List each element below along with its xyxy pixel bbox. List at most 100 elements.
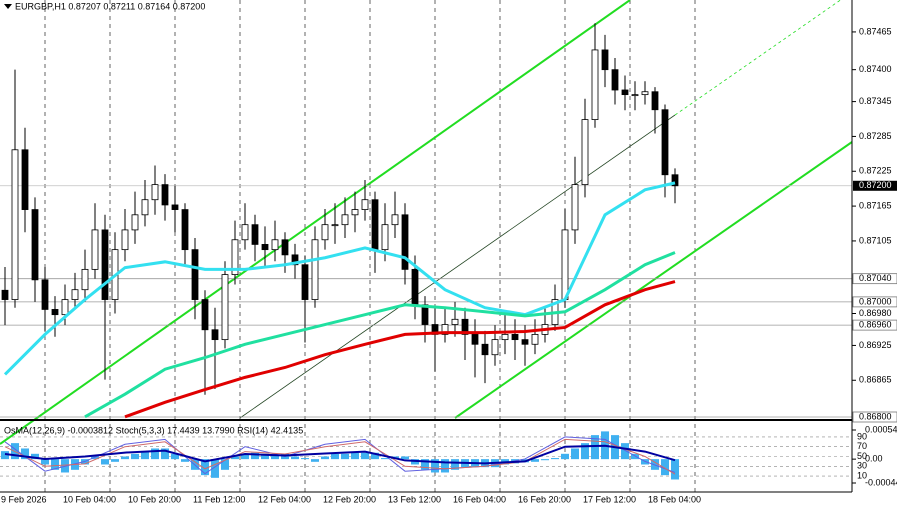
candle-body xyxy=(231,239,239,276)
time-label: 16 Feb 20:00 xyxy=(518,494,571,504)
osma-bar xyxy=(51,459,59,470)
osma-bar xyxy=(131,453,139,460)
osma-bar xyxy=(541,459,549,461)
osma-bar xyxy=(201,459,209,476)
oscillator-line xyxy=(4,438,676,475)
osma-bar xyxy=(141,451,149,460)
osc-tick-label: 0.00 xyxy=(865,454,883,464)
y-tick-label: 0.86865 xyxy=(859,375,892,385)
osma-bar xyxy=(101,459,109,465)
level-label: 0.86960 xyxy=(859,319,892,329)
channel-line xyxy=(454,141,853,419)
osma-bar xyxy=(311,459,319,462)
candle-body xyxy=(521,339,529,345)
oscillator-header: OsMA(12,26,9) -0.0003812 Stoch(5,3,3) 17… xyxy=(4,425,303,435)
candle-body xyxy=(411,268,419,306)
time-label: 13 Feb 12:00 xyxy=(388,494,441,504)
osma-bar xyxy=(181,459,189,462)
symbol-header: EURGBP,H1 0.87207 0.87211 0.87164 0.8720… xyxy=(15,1,205,11)
candle-body xyxy=(391,214,399,226)
osc-tick-label: 0.000546 xyxy=(865,424,897,434)
osma-bar xyxy=(241,453,249,460)
candle-body xyxy=(571,184,579,231)
candle-body xyxy=(441,324,449,335)
candle-body xyxy=(41,279,49,310)
candle-body xyxy=(361,199,369,210)
osma-bar xyxy=(31,453,39,460)
trend-line xyxy=(239,114,676,419)
candle-body xyxy=(331,224,339,227)
osc-level-label: 30 xyxy=(857,461,867,471)
candle-body xyxy=(291,254,299,266)
candle-body xyxy=(121,229,129,251)
candle-body xyxy=(261,244,269,251)
moving-average xyxy=(3,181,676,376)
y-tick-label: 0.87400 xyxy=(859,64,892,74)
candle-body xyxy=(71,289,79,300)
time-label: 17 Feb 12:00 xyxy=(583,494,636,504)
candle-body xyxy=(491,339,499,356)
osma-bar xyxy=(121,456,129,460)
osma-bar xyxy=(301,458,309,460)
candle-body xyxy=(31,209,39,281)
candle-body xyxy=(221,274,229,341)
candle-body xyxy=(591,49,599,120)
y-tick-label: 0.87165 xyxy=(859,200,892,210)
osma-bar xyxy=(341,453,349,460)
candle-body xyxy=(401,214,409,270)
osma-bar xyxy=(271,454,279,460)
candle-body xyxy=(651,91,659,111)
candle-body xyxy=(661,109,669,176)
osma-bar xyxy=(21,448,29,460)
y-tick-label: 0.87105 xyxy=(859,235,892,245)
osma-bar xyxy=(171,453,179,460)
y-tick-label: 0.87345 xyxy=(859,96,892,106)
candle-body xyxy=(281,239,289,256)
y-tick-label: 0.86980 xyxy=(859,308,892,318)
candle-body xyxy=(501,333,509,341)
osma-bar xyxy=(41,459,49,465)
osma-bar xyxy=(261,453,269,460)
candle-body xyxy=(161,184,169,206)
oscillator-panel xyxy=(0,431,852,480)
osma-bar xyxy=(551,458,559,460)
time-label: 12 Feb 20:00 xyxy=(323,494,376,504)
osma-bar xyxy=(211,459,219,478)
candle-body xyxy=(201,299,209,331)
osma-bar xyxy=(651,459,659,470)
candle-body xyxy=(451,318,459,325)
collapse-arrow[interactable] xyxy=(4,4,12,9)
candle-body xyxy=(641,91,649,96)
level-label: 0.87040 xyxy=(859,273,892,283)
candle-body xyxy=(471,333,479,345)
level-tag xyxy=(852,411,897,423)
candle-body xyxy=(461,318,469,335)
candle-body xyxy=(191,249,199,300)
y-tick-label: 0.86925 xyxy=(859,340,892,350)
candle-body xyxy=(181,209,189,251)
candle-body xyxy=(611,69,619,91)
candle-body xyxy=(581,119,589,186)
level-label: 0.87000 xyxy=(859,296,892,306)
candle-body xyxy=(81,268,89,291)
osma-bar xyxy=(321,456,329,460)
level-tag xyxy=(852,273,897,285)
candle-body xyxy=(381,224,389,251)
time-label: 10 Feb 04:00 xyxy=(63,494,116,504)
y-tick-label: 0.87225 xyxy=(859,166,892,176)
candle-body xyxy=(601,49,609,71)
candle-body xyxy=(671,174,679,187)
level-tag xyxy=(852,319,897,331)
time-label: 16 Feb 04:00 xyxy=(453,494,506,504)
candle-body xyxy=(351,209,359,216)
osma-bar xyxy=(661,459,669,476)
time-label: 10 Feb 20:00 xyxy=(128,494,181,504)
candle-body xyxy=(481,343,489,356)
osma-bar xyxy=(571,448,579,460)
candle-body xyxy=(561,229,569,300)
candle-body xyxy=(371,199,379,251)
osma-bar xyxy=(431,459,439,473)
osma-bar xyxy=(251,452,259,460)
osma-bar xyxy=(421,459,429,470)
